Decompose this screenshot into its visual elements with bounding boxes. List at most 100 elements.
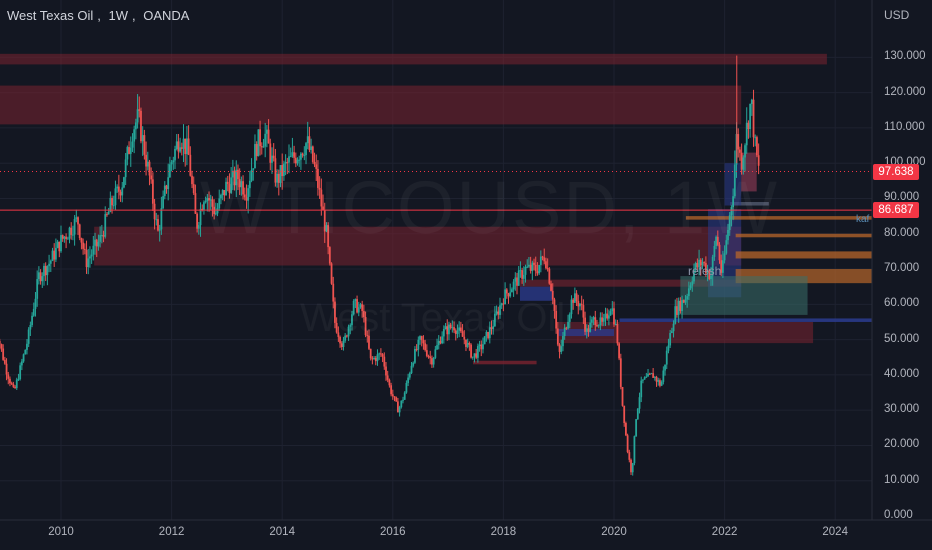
candle-body [485, 331, 488, 337]
candle-body [254, 144, 256, 169]
candle-body [85, 249, 88, 268]
candle-body [58, 241, 61, 252]
time-tick-label: 2014 [269, 526, 295, 538]
candle-body [362, 311, 365, 317]
candle-body [376, 354, 379, 362]
candle-body [504, 289, 507, 304]
candle-body [119, 191, 122, 196]
candle-body [573, 293, 576, 303]
candle-body [558, 344, 561, 352]
candle-body [330, 263, 333, 284]
candle-body [264, 133, 267, 147]
candle-body [681, 300, 683, 311]
candle-body [577, 300, 580, 307]
candle-body [373, 357, 375, 359]
candle-body [262, 146, 265, 148]
zone-box [519, 279, 742, 287]
candle-body [677, 300, 680, 315]
candle-body [676, 306, 678, 315]
candle-body [556, 328, 559, 345]
candle-body [749, 103, 752, 130]
candle-body [228, 183, 231, 193]
candle-body [97, 241, 100, 247]
candle-body [459, 327, 462, 332]
candle-body [451, 327, 454, 329]
candle-body [192, 184, 195, 194]
candle-body [204, 200, 207, 203]
price-tick-label: 110.000 [884, 120, 925, 133]
candle-body [606, 313, 609, 319]
candle-body [221, 190, 224, 196]
candle-body [196, 213, 199, 229]
candle-body [339, 336, 341, 344]
candle-body [607, 315, 610, 319]
price-tick-label: 10.000 [884, 473, 920, 486]
candle-body [694, 262, 697, 270]
candle-body [592, 317, 595, 320]
candle-body [240, 181, 243, 188]
candle-body [315, 164, 318, 169]
candle-body [82, 242, 85, 249]
candle-body [493, 313, 496, 327]
zone-box [685, 216, 872, 220]
candle-body [34, 298, 37, 309]
candle-body [143, 135, 146, 155]
candle-body [75, 217, 78, 220]
candle-body [519, 270, 522, 272]
candle-body [585, 328, 588, 332]
candle-body [408, 373, 411, 378]
candle-body [107, 211, 110, 215]
candle-body [214, 213, 217, 215]
candle-body [611, 308, 614, 312]
candle-body [48, 263, 50, 267]
candle-body [310, 146, 313, 150]
candle-body [293, 152, 296, 158]
candle-body [420, 336, 423, 341]
candle-body [601, 317, 603, 322]
candle-body [587, 328, 590, 332]
candle-body [340, 343, 343, 348]
candle-body [388, 379, 391, 386]
candle-body [305, 143, 307, 156]
candle-body [26, 343, 28, 350]
candle-body [621, 386, 624, 406]
candle-body [24, 349, 27, 355]
candle-body [124, 159, 127, 178]
candle-body [405, 382, 408, 393]
candle-body [344, 335, 347, 341]
candle-body [323, 210, 326, 232]
candle-body [274, 158, 277, 183]
candle-body [247, 188, 250, 201]
candle-body [551, 290, 554, 300]
candle-body [463, 336, 466, 340]
candle-body [145, 154, 147, 167]
candle-body [385, 366, 387, 376]
candle-body [206, 198, 209, 201]
candle-body [492, 326, 495, 329]
candle-body [725, 240, 728, 254]
candle-body [687, 288, 690, 297]
candle-body [613, 308, 615, 325]
candle-body [131, 141, 134, 148]
candle-body [402, 399, 404, 401]
candle-body [216, 208, 219, 214]
candle-body [507, 293, 510, 297]
candle-body [99, 235, 102, 242]
candle-body [437, 340, 440, 346]
candle-body [660, 381, 663, 386]
candle-body [730, 207, 733, 216]
candle-body [31, 315, 33, 325]
candle-body [710, 275, 712, 280]
candle-body [109, 197, 112, 212]
candle-body [670, 331, 673, 334]
candle-body [475, 353, 478, 358]
candle-body [259, 129, 261, 147]
symbol-name-watermark: West Texas Oil [300, 296, 565, 341]
candle-body [345, 335, 348, 337]
candle-body [180, 147, 183, 149]
candle-body [80, 238, 83, 243]
candle-body [398, 407, 401, 413]
candle-body [134, 122, 137, 130]
chart-legend-header[interactable]: West Texas Oil, 1W, OANDA [7, 8, 193, 23]
